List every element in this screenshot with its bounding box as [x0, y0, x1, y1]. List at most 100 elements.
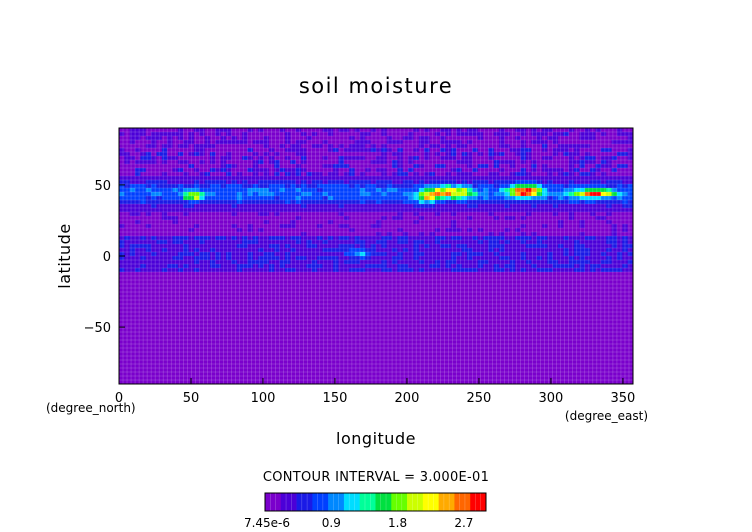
- contour-cell: [584, 172, 591, 177]
- contour-cell: [188, 276, 195, 281]
- contour-cell: [429, 184, 436, 189]
- contour-cell: [343, 284, 350, 289]
- contour-cell: [236, 312, 243, 317]
- contour-cell: [215, 228, 222, 233]
- contour-cell: [611, 216, 618, 221]
- contour-cell: [381, 220, 388, 225]
- contour-cell: [156, 284, 163, 289]
- contour-cell: [236, 328, 243, 333]
- contour-cell: [199, 304, 206, 309]
- contour-cell: [349, 212, 355, 217]
- contour-cell: [119, 248, 125, 253]
- contour-cell: [295, 168, 302, 173]
- contour-cell: [445, 136, 452, 141]
- contour-cell: [226, 236, 232, 241]
- contour-cell: [252, 332, 259, 337]
- contour-cell: [183, 184, 189, 189]
- contour-cell: [547, 244, 554, 249]
- contour-cell: [552, 144, 559, 149]
- contour-cell: [295, 172, 302, 177]
- contour-cell: [376, 292, 382, 297]
- contour-cell: [413, 216, 420, 221]
- contour-cell: [135, 324, 141, 329]
- contour-cell: [290, 264, 297, 269]
- contour-cell: [279, 300, 286, 305]
- contour-cell: [622, 156, 629, 161]
- contour-cell: [252, 280, 259, 285]
- contour-cell: [579, 236, 586, 241]
- contour-cell: [167, 312, 173, 317]
- contour-cell: [408, 284, 414, 289]
- contour-cell: [418, 224, 425, 229]
- contour-cell: [183, 324, 189, 329]
- contour-cell: [568, 148, 575, 153]
- contour-cell: [306, 212, 313, 217]
- contour-cell: [515, 180, 521, 185]
- contour-cell: [359, 232, 366, 237]
- contour-cell: [263, 168, 270, 173]
- contour-cell: [547, 132, 554, 137]
- contour-cell: [574, 276, 580, 281]
- contour-cell: [558, 180, 564, 185]
- contour-cell: [472, 248, 479, 253]
- contour-cell: [456, 300, 463, 305]
- contour-cell: [579, 160, 586, 165]
- contour-cell: [135, 292, 141, 297]
- contour-cell: [424, 240, 430, 245]
- contour-cell: [242, 156, 248, 161]
- contour-cell: [418, 308, 425, 313]
- contour-cell: [135, 156, 141, 161]
- contour-cell: [252, 276, 259, 281]
- contour-cell: [119, 312, 125, 317]
- contour-cell: [161, 264, 168, 269]
- contour-cell: [247, 204, 254, 209]
- contour-cell: [509, 140, 516, 145]
- contour-cell: [236, 232, 243, 237]
- contour-cell: [322, 196, 329, 201]
- contour-cell: [568, 316, 575, 321]
- contour-cell: [408, 264, 414, 269]
- contour-cell: [333, 300, 339, 305]
- contour-cell: [295, 232, 302, 237]
- contour-cell: [199, 332, 206, 337]
- contour-cell: [552, 320, 559, 325]
- contour-cell: [151, 288, 157, 293]
- contour-cell: [627, 240, 634, 245]
- contour-cell: [124, 160, 131, 165]
- contour-cell: [568, 288, 575, 293]
- contour-cell: [311, 308, 318, 313]
- contour-cell: [456, 308, 463, 313]
- contour-cell: [354, 320, 361, 325]
- contour-cell: [199, 228, 206, 233]
- contour-cell: [606, 292, 612, 297]
- contour-cell: [445, 252, 452, 257]
- contour-cell: [627, 328, 634, 333]
- contour-cell: [252, 228, 259, 233]
- contour-cell: [327, 276, 334, 281]
- contour-cell: [177, 164, 184, 169]
- contour-cell: [600, 264, 607, 269]
- contour-cell: [279, 172, 286, 177]
- contour-cell: [429, 204, 436, 209]
- contour-cell: [547, 276, 554, 281]
- contour-cell: [413, 132, 420, 137]
- contour-cell: [434, 136, 441, 141]
- contour-cell: [268, 216, 275, 221]
- contour-cell: [397, 268, 404, 273]
- contour-cell: [204, 176, 211, 181]
- contour-cell: [531, 152, 538, 157]
- contour-cell: [381, 248, 388, 253]
- contour-cell: [167, 272, 173, 277]
- contour-cell: [284, 236, 291, 241]
- contour-cell: [606, 240, 612, 245]
- contour-cell: [381, 264, 388, 269]
- contour-cell: [167, 192, 173, 197]
- contour-cell: [258, 276, 264, 281]
- contour-cell: [354, 280, 361, 285]
- contour-cell: [322, 308, 329, 313]
- contour-cell: [386, 228, 393, 233]
- contour-cell: [386, 184, 393, 189]
- contour-cell: [558, 260, 564, 265]
- contour-cell: [488, 324, 495, 329]
- contour-cell: [140, 276, 147, 281]
